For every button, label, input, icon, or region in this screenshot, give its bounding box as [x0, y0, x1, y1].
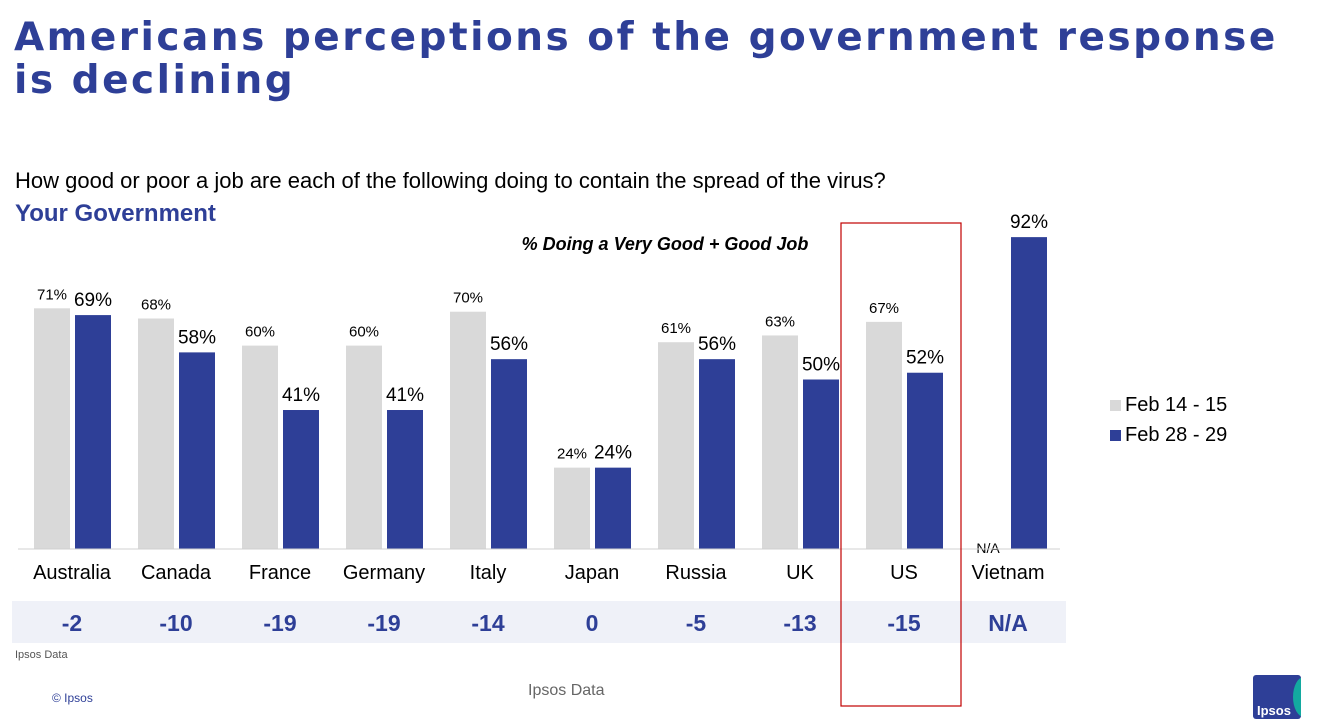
change-value-japan: 0: [586, 610, 599, 636]
x-tick-us: US: [890, 562, 918, 584]
logo-accent: [1293, 677, 1301, 717]
x-tick-vietnam: Vietnam: [971, 562, 1044, 584]
change-value-germany: -19: [367, 610, 400, 636]
change-value-us: -15: [887, 610, 920, 636]
bar-feb-14-15-italy: [450, 311, 486, 549]
data-label-feb-14-15-us: 67%: [869, 300, 899, 317]
source-footer: Ipsos Data: [528, 682, 605, 699]
data-label-feb-14-15-germany: 60%: [349, 324, 379, 341]
page-title: Americans perceptions of the government …: [14, 15, 1278, 103]
bar-feb-14-15-japan: [554, 467, 590, 549]
change-value-uk: -13: [783, 610, 816, 636]
bar-feb-14-15-us: [866, 321, 902, 549]
data-label-feb-14-15-italy: 70%: [453, 290, 483, 307]
change-value-canada: -10: [159, 610, 192, 636]
chart-subject: Your Government: [15, 200, 216, 227]
highlight-box-us: [840, 222, 962, 707]
data-label-feb-14-15-france: 60%: [245, 324, 275, 341]
change-value-italy: -14: [471, 610, 504, 636]
x-tick-australia: Australia: [33, 562, 112, 584]
bar-feb-14-15-uk: [762, 335, 798, 549]
legend-item-feb-14-15: Feb 14 - 15: [1110, 390, 1227, 420]
bar-feb-14-15-germany: [346, 345, 382, 549]
legend-swatch-feb-14-15: [1110, 399, 1121, 411]
x-tick-canada: Canada: [141, 562, 212, 584]
data-label-feb-28-29-canada: 58%: [178, 327, 216, 348]
bar-feb-28-29-japan: [595, 467, 631, 549]
data-label-feb-28-29-france: 41%: [282, 385, 320, 406]
data-label-feb-28-29-us: 52%: [906, 348, 944, 369]
legend: Feb 14 - 15 Feb 28 - 29: [1110, 390, 1227, 450]
data-label-feb-14-15-canada: 68%: [141, 296, 171, 313]
logo-text: Ipsos: [1257, 703, 1291, 718]
survey-question: How good or poor a job are each of the f…: [15, 168, 886, 193]
bar-feb-28-29-vietnam: [1011, 237, 1047, 549]
change-value-australia: -2: [62, 610, 82, 636]
data-label-feb-28-29-russia: 56%: [698, 334, 736, 355]
bar-feb-14-15-russia: [658, 342, 694, 549]
data-label-feb-28-29-germany: 41%: [386, 385, 424, 406]
bar-feb-14-15-france: [242, 345, 278, 549]
x-tick-japan: Japan: [565, 562, 620, 584]
bar-feb-28-29-uk: [803, 379, 839, 549]
x-tick-russia: Russia: [665, 562, 727, 584]
bar-feb-28-29-australia: [75, 315, 111, 549]
data-label-feb-14-15-australia: 71%: [37, 286, 67, 303]
bar-feb-14-15-australia: [34, 308, 70, 549]
data-label-feb-28-29-australia: 69%: [74, 290, 112, 311]
x-tick-italy: Italy: [470, 562, 507, 584]
bar-feb-28-29-russia: [699, 359, 735, 549]
data-label-feb-28-29-italy: 56%: [490, 334, 528, 355]
x-tick-france: France: [249, 562, 311, 584]
chart-subtitle: % Doing a Very Good + Good Job: [522, 234, 809, 254]
x-tick-germany: Germany: [343, 562, 425, 584]
data-label-feb-28-29-japan: 24%: [594, 443, 632, 464]
change-value-vietnam: N/A: [988, 610, 1028, 636]
data-label-feb-14-15-japan: 24%: [557, 446, 587, 463]
copyright: © Ipsos: [52, 691, 93, 705]
bar-feb-28-29-france: [283, 410, 319, 549]
ipsos-logo: Ipsos: [1253, 675, 1301, 719]
legend-swatch-feb-28-29: [1110, 429, 1121, 441]
bar-feb-14-15-canada: [138, 318, 174, 549]
bar-feb-28-29-canada: [179, 352, 215, 549]
data-label-feb-28-29-uk: 50%: [802, 355, 840, 376]
data-label-feb-14-15-russia: 61%: [661, 320, 691, 337]
data-label-feb-28-29-vietnam: 92%: [1010, 212, 1048, 233]
source-note: Ipsos Data: [15, 649, 68, 661]
change-value-france: -19: [263, 610, 296, 636]
bar-feb-28-29-italy: [491, 359, 527, 549]
data-label-feb-14-15-vietnam: N/A: [976, 540, 1000, 556]
data-label-feb-14-15-uk: 63%: [765, 313, 795, 330]
legend-label-feb-28-29: Feb 28 - 29: [1125, 423, 1228, 446]
change-band: [12, 601, 1066, 643]
x-tick-uk: UK: [786, 562, 814, 584]
legend-item-feb-28-29: Feb 28 - 29: [1110, 420, 1227, 450]
bar-feb-28-29-germany: [387, 410, 423, 549]
change-value-russia: -5: [686, 610, 707, 636]
bar-feb-28-29-us: [907, 372, 943, 549]
legend-label-feb-14-15: Feb 14 - 15: [1125, 393, 1228, 416]
